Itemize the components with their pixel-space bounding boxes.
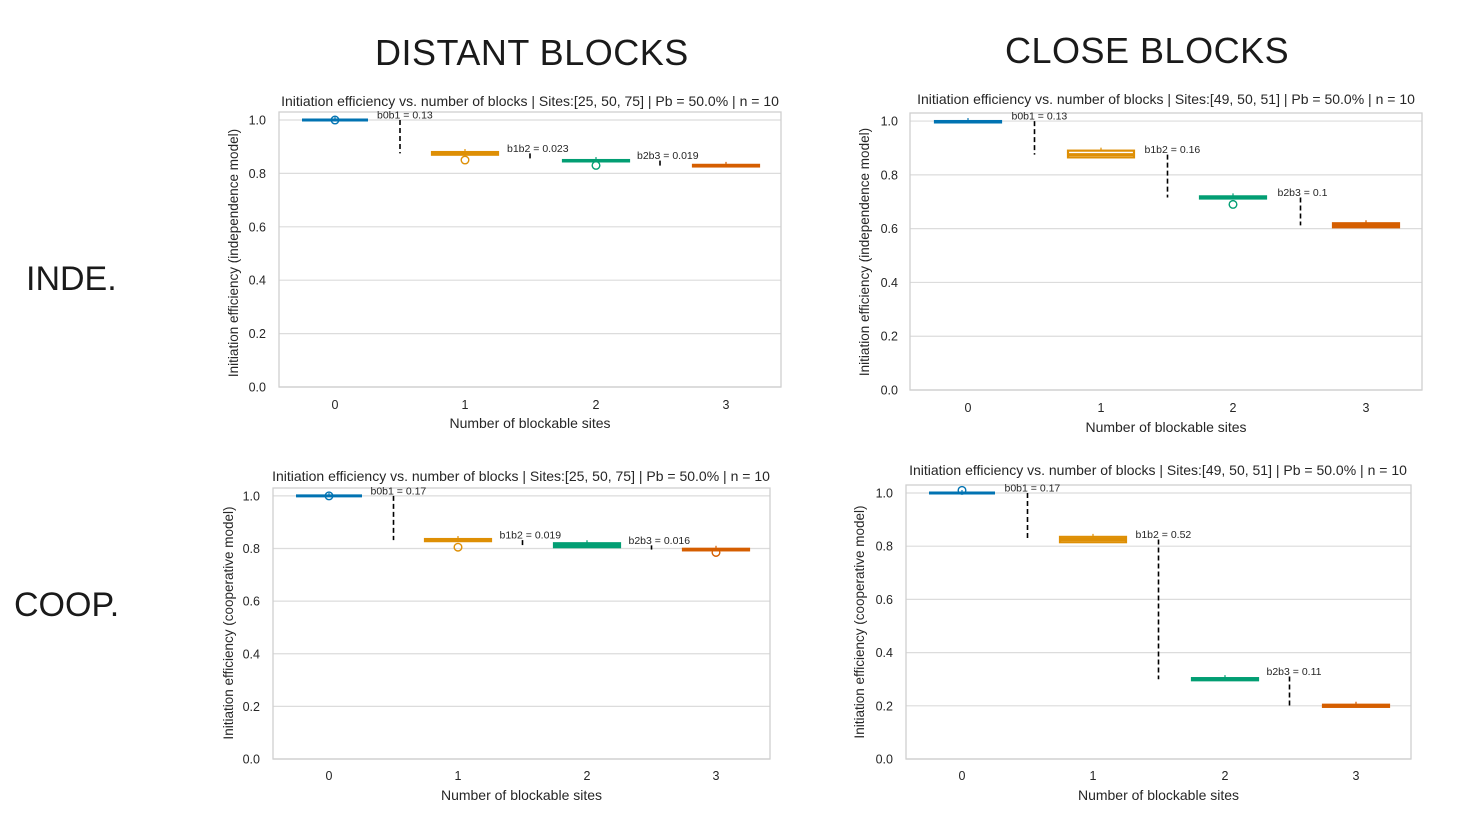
difference-label: b0b1 = 0.13	[1012, 111, 1068, 123]
plot-frame	[905, 484, 1412, 760]
plot-frame	[278, 111, 782, 388]
x-axis-label: Number of blockable sites	[449, 415, 610, 431]
y-tick-label: 0.2	[881, 330, 898, 344]
y-axis-label: Initiation efficiency (independence mode…	[857, 128, 872, 376]
y-tick-label: 0.0	[876, 753, 893, 767]
x-tick-label: 2	[584, 769, 591, 783]
outlier-point	[460, 155, 470, 165]
difference-label: b2b3 = 0.11	[1267, 666, 1322, 678]
y-tick-label: 0.4	[876, 646, 893, 660]
outlier-point	[711, 547, 721, 557]
y-tick-label: 0.0	[243, 753, 260, 767]
x-tick-label: 2	[1230, 401, 1237, 415]
y-tick-label: 0.4	[881, 276, 898, 290]
plot-frame	[272, 487, 771, 760]
x-tick-label: 2	[1222, 769, 1229, 783]
x-tick-label: 3	[1363, 401, 1370, 415]
y-tick-label: 0.6	[876, 593, 893, 607]
y-tick-label: 0.6	[249, 220, 266, 234]
x-tick-label: 0	[332, 398, 339, 412]
difference-label: b1b2 = 0.16	[1145, 144, 1201, 156]
outlier-point	[957, 485, 967, 495]
column-header-distant: DISTANT BLOCKS	[375, 32, 689, 73]
y-tick-label: 0.8	[243, 542, 260, 556]
column-header-close: CLOSE BLOCKS	[1005, 30, 1290, 71]
y-tick-label: 0.2	[876, 699, 893, 713]
difference-label: b0b1 = 0.17	[1005, 482, 1061, 494]
y-tick-label: 0.2	[243, 700, 260, 714]
chart-title: Initiation efficiency vs. number of bloc…	[281, 93, 779, 109]
outlier-point	[1228, 199, 1238, 209]
outlier-point	[591, 160, 601, 170]
row-header-independence: INDE.	[26, 260, 117, 298]
y-axis-label: Initiation efficiency (cooperative model…	[852, 505, 867, 738]
x-tick-label: 1	[455, 769, 462, 783]
y-tick-label: 0.8	[249, 167, 266, 181]
chart-distant-cooperative: 0.0 0.2 0.4 0.6 0.8 1.0 0 1 2 3 Initiation efficie…	[221, 468, 771, 803]
x-tick-label: 0	[326, 769, 333, 783]
chart-title: Initiation efficiency vs. number of bloc…	[272, 468, 770, 484]
y-tick-label: 0.4	[249, 274, 266, 288]
chart-title: Initiation efficiency vs. number of bloc…	[917, 91, 1415, 107]
difference-label: b2b3 = 0.1	[1278, 187, 1328, 199]
plot-frame	[909, 112, 1423, 391]
x-tick-label: 2	[593, 398, 600, 412]
x-tick-label: 3	[723, 398, 730, 412]
y-tick-label: 0.2	[249, 327, 266, 341]
difference-label: b1b2 = 0.019	[500, 530, 562, 542]
chart-title: Initiation efficiency vs. number of bloc…	[909, 462, 1407, 478]
y-axis-label: Initiation efficiency (independence mode…	[226, 129, 241, 377]
x-tick-label: 1	[1090, 769, 1097, 783]
x-tick-label: 3	[713, 769, 720, 783]
y-axis-label: Initiation efficiency (cooperative model…	[221, 506, 236, 739]
chart-close-cooperative: 0.0 0.2 0.4 0.6 0.8 1.0 0 1 2 3 Initiation efficie…	[852, 462, 1412, 803]
row-header-cooperative: COOP.	[14, 586, 120, 624]
difference-label: b0b1 = 0.13	[377, 110, 433, 122]
x-axis-label: Number of blockable sites	[441, 787, 602, 803]
chart-close-independence: 0.0 0.2 0.4 0.6 0.8 1.0 0 1 2 3 Initiation efficie…	[857, 91, 1423, 435]
difference-label: b1b2 = 0.52	[1136, 529, 1192, 541]
y-tick-label: 0.8	[876, 540, 893, 554]
y-tick-label: 0.8	[881, 168, 898, 182]
x-axis-label: Number of blockable sites	[1085, 419, 1246, 435]
y-tick-label: 0.4	[243, 647, 260, 661]
y-tick-label: 0.6	[243, 595, 260, 609]
y-tick-label: 1.0	[876, 486, 893, 500]
difference-label: b2b3 = 0.016	[629, 535, 691, 547]
y-tick-label: 1.0	[243, 489, 260, 503]
y-tick-label: 1.0	[881, 115, 898, 129]
outlier-point	[324, 491, 334, 501]
y-tick-label: 0.6	[881, 222, 898, 236]
chart-distant-independence: 0.0 0.2 0.4 0.6 0.8 1.0 0 1 2 3 Initiation efficie…	[226, 93, 782, 431]
x-tick-label: 0	[965, 401, 972, 415]
difference-label: b2b3 = 0.019	[637, 150, 699, 162]
x-tick-label: 0	[959, 769, 966, 783]
x-tick-label: 1	[462, 398, 469, 412]
x-tick-label: 3	[1353, 769, 1360, 783]
y-tick-label: 1.0	[249, 114, 266, 128]
y-tick-label: 0.0	[881, 384, 898, 398]
outlier-point	[453, 542, 463, 552]
difference-label: b1b2 = 0.023	[507, 143, 569, 155]
x-tick-label: 1	[1098, 401, 1105, 415]
x-axis-label: Number of blockable sites	[1078, 787, 1239, 803]
y-tick-label: 0.0	[249, 381, 266, 395]
outlier-point	[330, 115, 340, 125]
difference-label: b0b1 = 0.17	[371, 485, 427, 497]
